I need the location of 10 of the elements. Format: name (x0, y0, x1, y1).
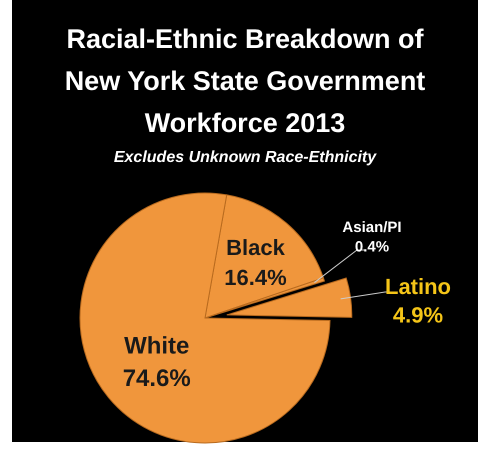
slice-label: Latino (385, 274, 451, 299)
data-label: 16.4% (224, 264, 287, 290)
data-label: 0.4% (354, 238, 390, 256)
data-label: 4.9% (392, 302, 444, 328)
chart-title: Racial-Ethnic Breakdown of New York State Government Workforce 2013 (64, 24, 426, 138)
slice-label: White (124, 332, 190, 360)
slice-label: Black (226, 235, 286, 260)
slice-label: Asian/PI (342, 219, 402, 236)
data-label: 74.6% (122, 365, 191, 392)
chart-subtitle: Excludes Unknown Race-Ethnicity (114, 149, 378, 166)
